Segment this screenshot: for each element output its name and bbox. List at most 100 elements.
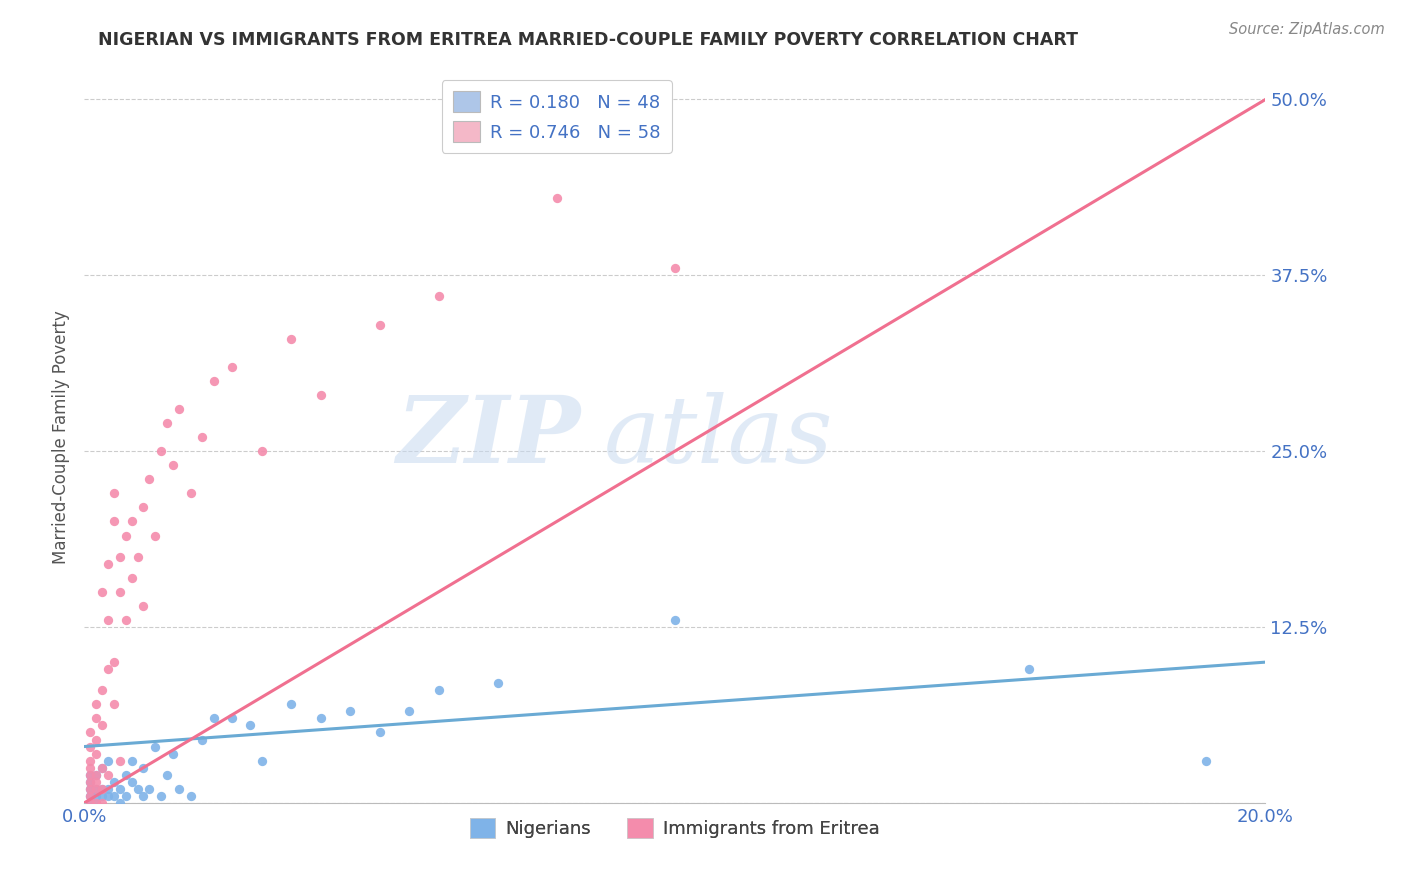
Point xyxy=(97,781,120,796)
Point xyxy=(91,761,114,775)
Point xyxy=(79,754,101,768)
Point xyxy=(103,655,125,669)
Point xyxy=(132,599,155,613)
Point xyxy=(91,761,114,775)
Point xyxy=(79,774,101,789)
Point xyxy=(368,318,391,332)
Point xyxy=(143,739,166,754)
Point xyxy=(309,711,332,725)
Point xyxy=(79,789,101,803)
Point xyxy=(1195,754,1218,768)
Point xyxy=(114,767,136,781)
Point xyxy=(664,261,686,276)
Point xyxy=(121,515,143,529)
Point xyxy=(280,698,302,712)
Point xyxy=(103,789,125,803)
Point xyxy=(114,528,136,542)
Point xyxy=(546,191,568,205)
Point xyxy=(84,767,107,781)
Point xyxy=(150,444,173,458)
Point xyxy=(84,698,107,712)
Point xyxy=(79,767,101,781)
Point xyxy=(79,781,101,796)
Point xyxy=(108,781,131,796)
Point xyxy=(132,789,155,803)
Point xyxy=(103,486,125,500)
Point xyxy=(97,767,120,781)
Point xyxy=(97,613,120,627)
Point xyxy=(132,761,155,775)
Point xyxy=(191,732,214,747)
Point xyxy=(84,796,107,810)
Point xyxy=(103,774,125,789)
Point xyxy=(108,584,131,599)
Point xyxy=(91,781,114,796)
Point xyxy=(97,662,120,676)
Point xyxy=(103,515,125,529)
Point xyxy=(114,613,136,627)
Point xyxy=(79,774,101,789)
Point xyxy=(91,584,114,599)
Point xyxy=(143,528,166,542)
Point xyxy=(280,332,302,346)
Text: Source: ZipAtlas.com: Source: ZipAtlas.com xyxy=(1229,22,1385,37)
Point xyxy=(339,705,361,719)
Point xyxy=(221,359,243,374)
Point xyxy=(84,774,107,789)
Point xyxy=(79,739,101,754)
Point xyxy=(84,711,107,725)
Point xyxy=(156,416,179,430)
Point xyxy=(239,718,262,732)
Point xyxy=(427,683,450,698)
Point xyxy=(97,557,120,571)
Point xyxy=(108,549,131,564)
Point xyxy=(84,789,107,803)
Point xyxy=(79,761,101,775)
Point xyxy=(121,774,143,789)
Text: atlas: atlas xyxy=(605,392,834,482)
Point xyxy=(121,754,143,768)
Point xyxy=(156,767,179,781)
Point xyxy=(162,458,184,473)
Point xyxy=(84,781,107,796)
Point xyxy=(221,711,243,725)
Point xyxy=(79,789,101,803)
Point xyxy=(127,781,149,796)
Point xyxy=(664,613,686,627)
Point xyxy=(79,796,101,810)
Point xyxy=(97,789,120,803)
Point xyxy=(114,789,136,803)
Point xyxy=(1018,662,1040,676)
Legend: Nigerians, Immigrants from Eritrea: Nigerians, Immigrants from Eritrea xyxy=(463,811,887,845)
Point xyxy=(79,725,101,739)
Point xyxy=(91,781,114,796)
Point xyxy=(132,500,155,515)
Point xyxy=(121,571,143,585)
Point xyxy=(79,767,101,781)
Point xyxy=(167,781,190,796)
Point xyxy=(138,472,160,486)
Point xyxy=(79,781,101,796)
Point xyxy=(103,698,125,712)
Point xyxy=(398,705,420,719)
Point xyxy=(91,683,114,698)
Point xyxy=(79,796,101,810)
Point xyxy=(91,718,114,732)
Point xyxy=(180,789,202,803)
Point xyxy=(138,781,160,796)
Point xyxy=(162,747,184,761)
Point xyxy=(91,796,114,810)
Text: NIGERIAN VS IMMIGRANTS FROM ERITREA MARRIED-COUPLE FAMILY POVERTY CORRELATION CH: NIGERIAN VS IMMIGRANTS FROM ERITREA MARR… xyxy=(98,31,1078,49)
Point xyxy=(84,732,107,747)
Point xyxy=(84,767,107,781)
Point xyxy=(486,676,509,690)
Point xyxy=(84,781,107,796)
Point xyxy=(127,549,149,564)
Point xyxy=(108,754,131,768)
Point xyxy=(368,725,391,739)
Point xyxy=(202,711,225,725)
Point xyxy=(97,754,120,768)
Point xyxy=(202,374,225,388)
Point xyxy=(108,796,131,810)
Point xyxy=(91,789,114,803)
